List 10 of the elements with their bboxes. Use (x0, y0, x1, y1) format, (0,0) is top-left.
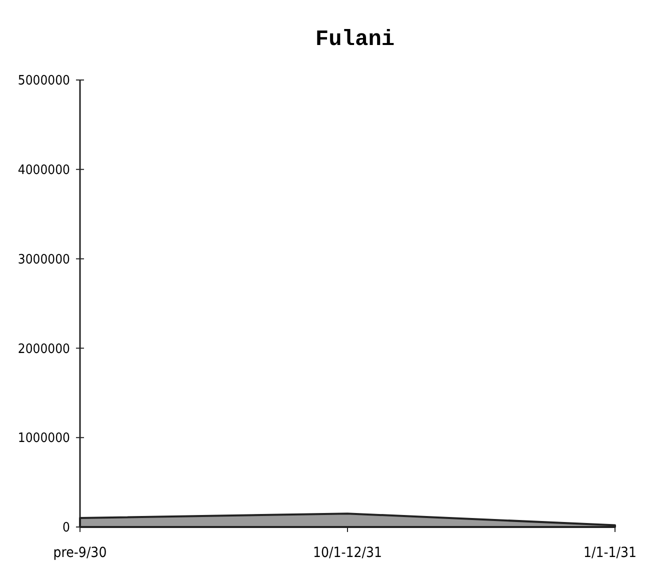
chart-title: Fulani (315, 27, 395, 52)
y-tick-label: 4000000 (18, 162, 70, 178)
y-tick-label: 5000000 (18, 74, 70, 89)
x-tick-label: pre-9/30 (53, 545, 107, 561)
y-tick-label: 1000000 (18, 431, 70, 446)
x-tick-label: 1/1-1/31 (583, 545, 637, 561)
x-tick-label: 10/1-12/31 (312, 545, 382, 561)
y-tick-label: 0 (62, 520, 70, 536)
y-tick-label: 2000000 (18, 342, 70, 357)
y-tick-label: 3000000 (18, 252, 70, 268)
